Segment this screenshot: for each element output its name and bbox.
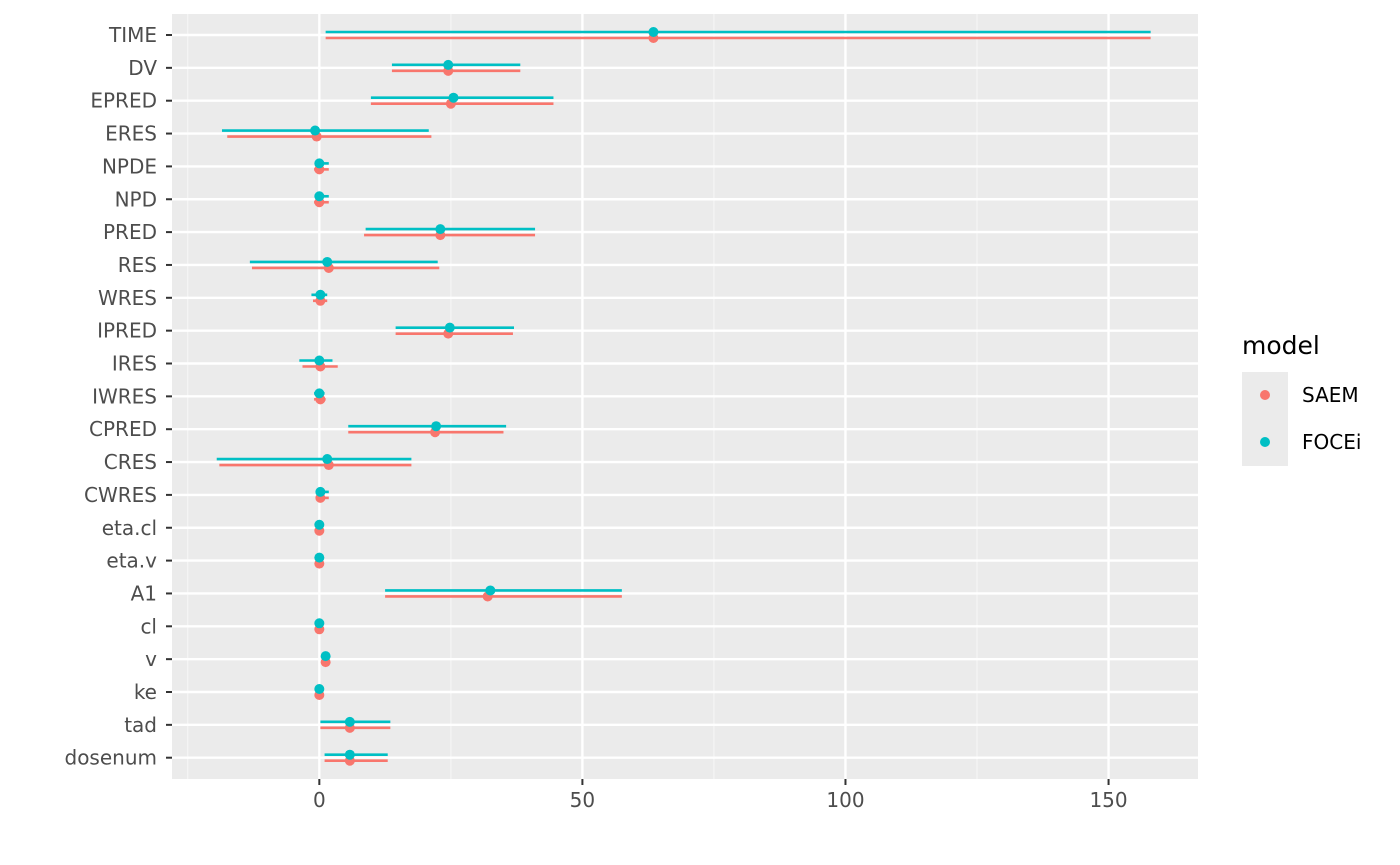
y-tick-label: NPDE xyxy=(102,154,157,178)
y-axis: TIME DV EPRED ERES NPDE NPD PRED RES WRES IPRED IR… xyxy=(65,23,172,770)
point-focei xyxy=(314,388,325,399)
x-axis: 0 50 100 150 xyxy=(313,779,1128,812)
y-tick-label: ERES xyxy=(105,122,157,146)
x-tick-label: 50 xyxy=(570,788,595,812)
point-focei xyxy=(315,486,326,497)
point-focei xyxy=(322,256,333,267)
y-tick-label: CRES xyxy=(104,450,157,474)
legend-title: model xyxy=(1242,331,1320,360)
point-focei xyxy=(310,125,321,136)
y-tick-label: ke xyxy=(134,680,157,704)
y-tick-label: RES xyxy=(118,253,157,277)
y-tick-label: IPRED xyxy=(97,319,157,343)
y-tick-label: CWRES xyxy=(84,483,157,507)
y-tick-label: NPD xyxy=(115,187,157,211)
y-tick-label: DV xyxy=(128,56,157,80)
point-focei xyxy=(648,27,659,37)
y-tick-label: EPRED xyxy=(90,89,157,113)
legend-label-saem: SAEM xyxy=(1302,383,1359,407)
y-tick-label: v xyxy=(145,647,157,671)
legend-key-background xyxy=(1242,372,1288,466)
y-tick-label: WRES xyxy=(98,286,157,310)
y-tick-label: cl xyxy=(140,614,157,638)
point-focei xyxy=(314,191,325,202)
y-tick-label: tad xyxy=(124,713,157,737)
grid-major xyxy=(172,14,1198,779)
point-focei xyxy=(485,585,496,596)
x-tick-label: 0 xyxy=(313,788,326,812)
point-focei xyxy=(314,618,325,629)
y-tick-label: CPRED xyxy=(89,417,157,441)
y-tick-label: dosenum xyxy=(65,746,158,770)
x-tick-label: 150 xyxy=(1089,788,1127,812)
point-focei xyxy=(314,684,325,694)
point-focei xyxy=(315,289,326,300)
y-tick-label: TIME xyxy=(108,23,157,47)
point-focei xyxy=(435,224,446,235)
point-focei xyxy=(344,749,355,760)
point-focei xyxy=(320,651,331,662)
y-tick-label: A1 xyxy=(131,581,157,605)
point-focei xyxy=(443,59,454,70)
point-focei xyxy=(444,322,455,333)
x-tick-label: 100 xyxy=(826,788,864,812)
y-tick-label: PRED xyxy=(103,220,157,244)
y-tick-label: IWRES xyxy=(92,384,157,408)
point-focei xyxy=(314,355,325,366)
y-tick-label: IRES xyxy=(112,352,157,376)
legend: model SAEM FOCEi xyxy=(1242,331,1361,466)
point-focei xyxy=(344,716,355,727)
legend-key-saem xyxy=(1260,390,1270,400)
y-tick-label: eta.v xyxy=(106,549,157,573)
y-tick-label: eta.cl xyxy=(102,516,157,540)
point-focei xyxy=(314,158,325,169)
point-focei xyxy=(314,552,325,563)
chart-marks xyxy=(216,27,1151,766)
legend-label-focei: FOCEi xyxy=(1302,430,1361,454)
point-focei xyxy=(322,454,333,465)
legend-key-focei xyxy=(1260,437,1270,447)
point-focei xyxy=(314,519,325,530)
point-focei xyxy=(431,421,442,432)
point-focei xyxy=(448,92,459,103)
